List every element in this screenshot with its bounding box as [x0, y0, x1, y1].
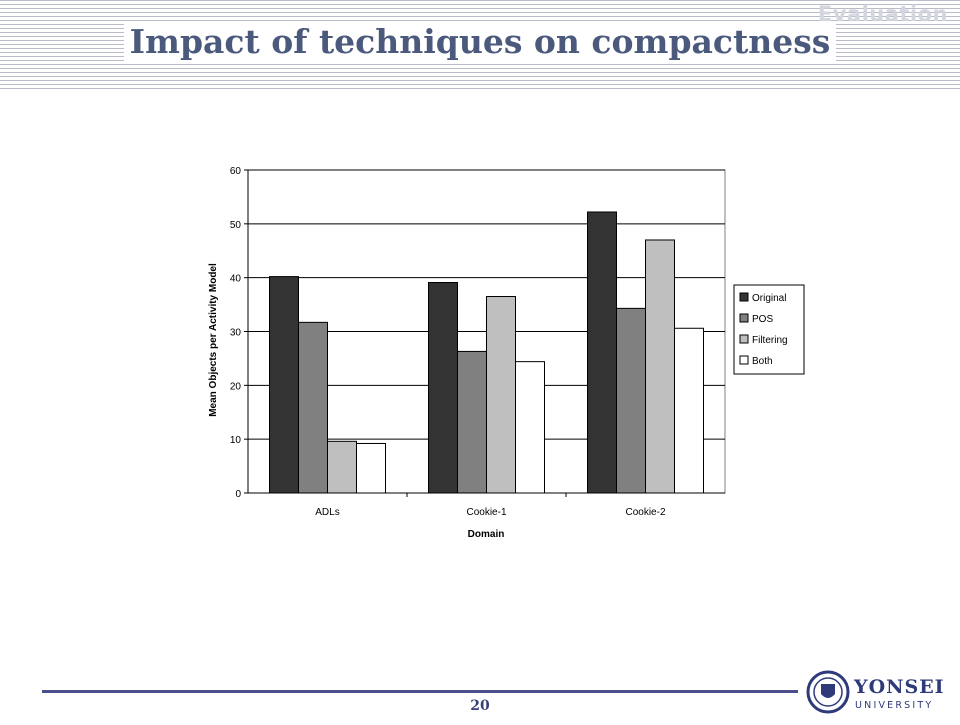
logo-wordmark: YONSEI	[853, 676, 945, 698]
legend-label-filtering: Filtering	[752, 335, 788, 346]
y-tick-label: 10	[230, 435, 242, 446]
section-label: Evaluation	[817, 2, 948, 26]
seal-shield	[821, 684, 835, 698]
legend: Original POS Filtering Both	[733, 284, 805, 375]
seal-inner-ring	[813, 677, 843, 707]
x-tick-label: ADLs	[315, 507, 339, 518]
bar-filtering-cookie-2	[645, 239, 675, 494]
logo-subtitle: UNIVERSITY	[855, 700, 933, 711]
bar-original-cookie-1	[428, 282, 458, 494]
bar-pos-cookie-1	[457, 350, 487, 494]
y-tick-label: 20	[230, 381, 242, 392]
bar-filtering-cookie-1	[486, 296, 516, 494]
bars	[269, 211, 704, 494]
slide-title: Impact of techniques on compactness	[0, 22, 960, 61]
slide-title-text: Impact of techniques on compactness	[123, 22, 837, 61]
footer-rule	[42, 690, 798, 693]
bar-both-cookie-1	[515, 361, 545, 494]
bar-pos-cookie-2	[616, 307, 646, 494]
bar-original-adls	[269, 276, 299, 494]
bar-pos-adls	[298, 321, 328, 494]
legend-label-pos: POS	[752, 314, 773, 325]
legend-swatch-original	[739, 292, 749, 302]
y-tick-label: 60	[230, 166, 242, 177]
legend-label-both: Both	[752, 356, 773, 367]
yonsei-university-logo: YONSEI UNIVERSITY	[806, 670, 945, 714]
x-axis-title: Domain	[468, 529, 505, 540]
y-tick-label: 0	[235, 489, 241, 500]
y-axis-title: Mean Objects per Activity Model	[208, 263, 219, 417]
bar-filtering-adls	[327, 440, 357, 494]
y-tick-label: 30	[230, 328, 242, 339]
bar-original-cookie-2	[587, 211, 617, 494]
legend-swatch-both	[739, 355, 749, 365]
x-tick-label: Cookie-2	[625, 507, 665, 518]
legend-label-original: Original	[752, 293, 786, 304]
bar-both-adls	[356, 442, 386, 494]
page-number: 20	[470, 698, 490, 714]
axes: 0 10 20 30 40 50 60 ADLs Cookie-1 Cookie-2	[230, 166, 725, 518]
legend-swatch-pos	[739, 313, 749, 323]
y-tick-label: 40	[230, 274, 242, 285]
y-tick-label: 50	[230, 220, 242, 231]
bar-both-cookie-2	[674, 327, 704, 494]
x-tick-label: Cookie-1	[466, 507, 506, 518]
legend-swatch-filtering	[739, 334, 749, 344]
